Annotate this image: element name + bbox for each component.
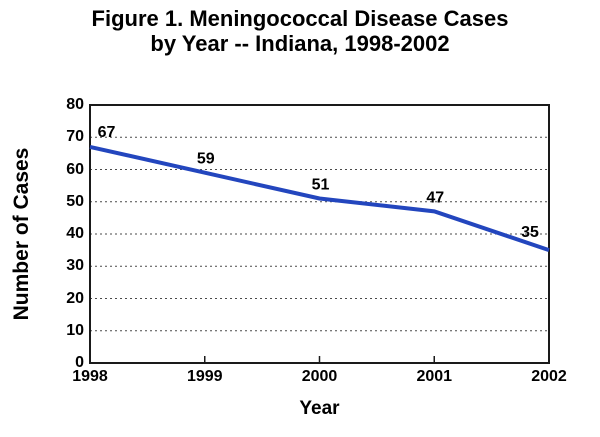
- x-tick-label: 2000: [301, 368, 338, 385]
- chart-title-line1: Figure 1. Meningococcal Disease Cases: [91, 6, 509, 31]
- plot-border: [89, 104, 550, 364]
- y-tick-label: 60: [66, 160, 84, 178]
- data-label: 59: [197, 151, 215, 168]
- y-tick-label: 40: [66, 225, 84, 242]
- chart-title-line2: by Year -- Indiana, 1998-2002: [150, 31, 450, 56]
- x-tick-label: 2002: [531, 368, 567, 385]
- x-tick-label: 1998: [72, 368, 108, 385]
- y-tick-label: 70: [66, 128, 84, 146]
- y-tick-label: 10: [66, 321, 84, 339]
- y-tick-label: 30: [66, 257, 84, 275]
- y-tick-label: 20: [66, 289, 84, 307]
- chart-title: Figure 1. Meningococcal Disease Cases by…: [0, 6, 600, 56]
- y-tick-label: 0: [75, 354, 84, 371]
- data-label: 51: [312, 177, 330, 194]
- data-label: 67: [98, 124, 116, 141]
- x-tick-label: 1999: [186, 368, 223, 385]
- y-tick-label: 80: [66, 96, 84, 113]
- series-line: [89, 144, 550, 252]
- x-axis-title: Year: [299, 398, 340, 419]
- data-label: 47: [426, 189, 444, 206]
- plot-area: 67 59 51 47 35: [89, 104, 550, 364]
- x-tick-label: 2001: [416, 368, 453, 385]
- y-tick-label: 50: [66, 192, 84, 210]
- data-label: 35: [521, 224, 539, 241]
